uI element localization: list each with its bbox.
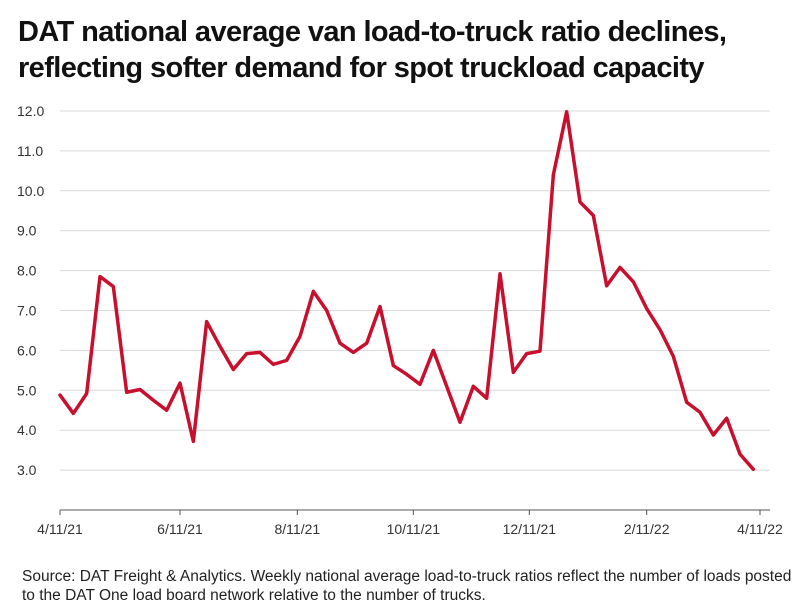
y-tick-label: 5.0 — [17, 382, 37, 398]
y-tick-label: 8.0 — [17, 263, 37, 279]
x-tick-label: 12/11/21 — [503, 521, 557, 537]
x-tick-label: 4/11/21 — [37, 521, 83, 537]
chart-title: DAT national average van load-to-truck r… — [18, 14, 788, 86]
x-tick-label: 10/11/21 — [387, 521, 441, 537]
y-tick-label: 3.0 — [17, 462, 37, 478]
y-tick-label: 6.0 — [17, 342, 37, 358]
y-tick-label: 9.0 — [17, 223, 37, 239]
y-tick-label: 11.0 — [17, 143, 43, 159]
chart-title-line-1: DAT national average van load-to-truck r… — [18, 16, 727, 48]
y-tick-label: 12.0 — [17, 103, 44, 119]
y-axis: 3.0 4.0 5.0 6.0 7.0 8.0 9.0 10.0 11.0 12.0 — [17, 103, 44, 478]
source-note: Source: DAT Freight & Analytics. Weekly … — [22, 568, 792, 604]
x-axis: 4/11/21 6/11/21 8/11/21 10/11/21 12/11/21 2/1… — [37, 509, 783, 537]
x-tick-label: 8/11/21 — [274, 521, 320, 537]
y-tick-label: 10.0 — [17, 183, 44, 199]
x-tick-label: 2/11/22 — [624, 521, 670, 537]
plot-area — [58, 110, 756, 472]
y-tick-label: 7.0 — [17, 303, 37, 319]
chart-title-line-2: reflecting softer demand for spot truckl… — [18, 52, 705, 84]
gridlines — [60, 110, 770, 471]
y-tick-label: 4.0 — [17, 422, 37, 438]
x-tick-label: 6/11/21 — [157, 521, 203, 537]
x-tick-label: 4/11/22 — [737, 521, 783, 537]
series-line — [58, 110, 756, 472]
